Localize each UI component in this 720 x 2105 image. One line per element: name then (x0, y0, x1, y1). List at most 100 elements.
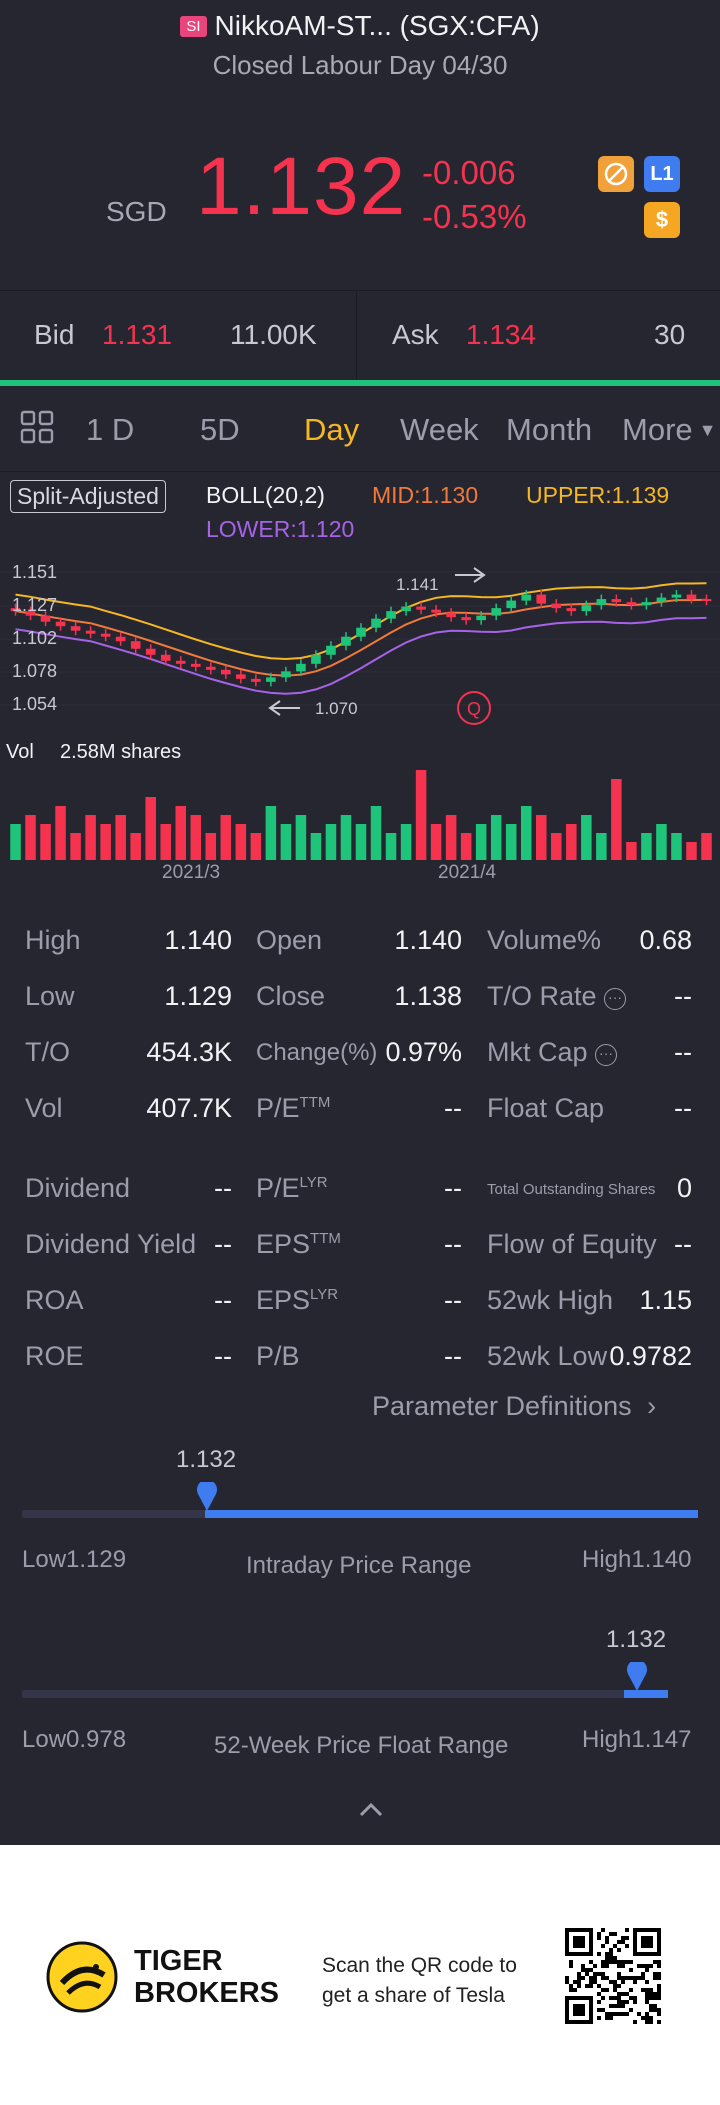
tab-1d[interactable]: 1 D (86, 412, 135, 447)
52wk-high-label: 52wk High (487, 1285, 614, 1315)
more-info-icon[interactable]: ··· (595, 1044, 618, 1066)
pe-ttm-label: P/ETTM (256, 1093, 331, 1123)
candle-body (581, 605, 592, 612)
market-status: Closed Labour Day 04/30 (212, 50, 508, 80)
roa-label: ROA (25, 1285, 84, 1315)
high-value: 1.140 (164, 925, 232, 955)
volume-bar (160, 824, 171, 860)
flow-of-equity-label: Flow of Equity (487, 1229, 657, 1259)
eps-lyr-label: EPSLYR (256, 1285, 339, 1315)
bid-price: 1.131 (102, 319, 173, 350)
chevron-up-icon[interactable] (356, 1800, 386, 1820)
candle-body (70, 626, 81, 631)
float-cap-label: Float Cap (487, 1093, 605, 1123)
volume-bar (145, 797, 156, 860)
volume-bar (175, 806, 187, 860)
pin-icon (197, 1482, 217, 1511)
level1-icon[interactable]: L1 (644, 156, 680, 192)
52w-fill (624, 1690, 668, 1698)
volume-bar (130, 833, 141, 860)
q-marker-icon (457, 691, 491, 725)
candle-body (626, 602, 637, 606)
qr-code-icon[interactable] (564, 1927, 662, 2025)
ask-size: 30 (654, 319, 686, 350)
grid-icon[interactable] (20, 410, 54, 452)
eps-ttm-value: -- (444, 1229, 462, 1259)
price-chart[interactable]: 1.151 1.127 1.102 1.078 1.054 1.141 1.07… (0, 548, 720, 883)
tab-month[interactable]: Month (506, 412, 593, 447)
y-tick-label: 1.054 (12, 694, 57, 714)
candle-body (566, 608, 577, 612)
volume-bar (85, 815, 96, 860)
total-outstanding-shares-label: Total Outstanding Shares (487, 1181, 656, 1198)
candlestick-chart[interactable]: 1.151 1.127 1.102 1.078 1.054 1.141 1.07… (0, 548, 720, 883)
volume-bar (490, 815, 502, 860)
roe-value: -- (214, 1341, 232, 1371)
intraday-fill (204, 1510, 698, 1518)
volume-bar (295, 815, 307, 860)
dollar-icon[interactable]: $ (644, 202, 680, 238)
tab-week[interactable]: Week (400, 412, 479, 447)
high-annotation: 1.141 (396, 575, 439, 594)
volume-bar (310, 833, 322, 860)
52w-track (22, 1690, 668, 1698)
quote-header: SI NikkoAM-ST... (SGX:CFA) Closed Labour … (0, 0, 720, 290)
dividend-value: -- (214, 1173, 232, 1203)
tab-day[interactable]: Day (304, 412, 360, 447)
boll-upper: UPPER:1.139 (526, 482, 670, 508)
volume-percent-value: 0.68 (639, 925, 692, 955)
stock-title: SI NikkoAM-ST... (SGX:CFA) (0, 10, 720, 42)
no-trading-icon[interactable] (598, 156, 634, 192)
close-label: Close (256, 981, 326, 1011)
candle-body (25, 611, 36, 616)
candle-body (386, 611, 396, 619)
volume-bar (385, 833, 397, 860)
more-info-icon[interactable]: ··· (604, 988, 627, 1010)
candle-body (296, 663, 306, 672)
candle-body (236, 674, 246, 679)
volume-bar (25, 815, 36, 860)
bid-size: 11.00K (230, 319, 317, 350)
split-adjusted-button[interactable]: Split-Adjusted (10, 480, 166, 513)
low-annotation: 1.070 (315, 699, 358, 718)
change-value: 0.97% (385, 1037, 462, 1067)
tab-5d[interactable]: 5D (200, 412, 240, 447)
candle-body (416, 606, 426, 610)
candle-body (251, 678, 261, 682)
volume-bar (415, 770, 427, 860)
boll-label: BOLL(20,2) (206, 482, 325, 508)
high-label: High (25, 925, 81, 955)
volume-bar (205, 833, 217, 860)
candle-body (40, 615, 51, 622)
boll-lower-line (15, 616, 707, 695)
candle-body (10, 608, 21, 612)
low-value: 1.129 (164, 981, 232, 1011)
candle-body (205, 666, 216, 670)
volume-percent-label: Volume% (487, 925, 602, 955)
candle-body (175, 660, 186, 664)
candle-body (491, 608, 501, 616)
parameter-definitions-link[interactable]: Parameter Definitions › (372, 1391, 657, 1421)
candle-body (326, 645, 336, 655)
candle-body (160, 654, 171, 661)
change-label: Change(%) (256, 1039, 378, 1066)
candle-body (686, 594, 697, 600)
turnover-value: 454.3K (146, 1037, 232, 1067)
volume-bar (641, 833, 652, 860)
volume-bar (445, 815, 457, 860)
x-tick-label: 2021/3 (162, 862, 220, 883)
tab-more[interactable]: More ▼ (622, 412, 716, 448)
bid-ask-bar: Bid 1.131 11.00K Ask 1.134 30 (0, 290, 720, 381)
candle-body (115, 636, 126, 642)
progress-divider (0, 380, 720, 386)
y-tick-label: 1.151 (12, 562, 57, 582)
eps-lyr-value: -- (444, 1285, 462, 1315)
volume-bar (10, 824, 21, 860)
candle-body (506, 600, 517, 609)
candle-body (611, 599, 622, 603)
52w-current-value: 1.132 (606, 1626, 667, 1653)
close-value: 1.138 (394, 981, 462, 1011)
candle-body (266, 677, 276, 682)
volume-bar (611, 779, 622, 860)
volume-bar (686, 842, 697, 860)
